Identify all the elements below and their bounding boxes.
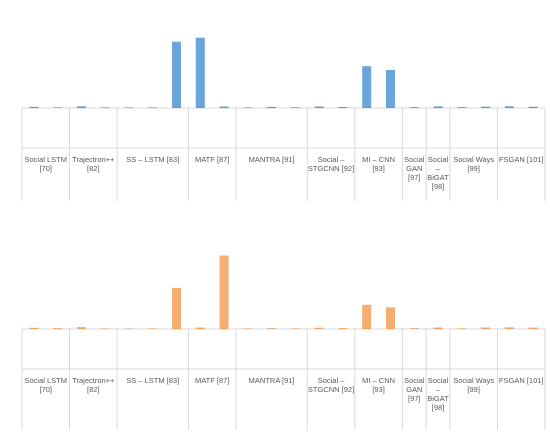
bar <box>528 327 538 329</box>
bar <box>481 327 491 329</box>
bar <box>124 107 134 108</box>
bar <box>124 328 134 329</box>
group-label: Social GAN [97] <box>404 376 425 403</box>
bar <box>385 307 395 329</box>
group-label: SS – LSTM [83] <box>126 376 179 385</box>
group-label: Social – STGCNN [92] <box>308 376 354 394</box>
group-label: Social LSTM [70] <box>25 155 68 173</box>
bar <box>267 328 277 329</box>
bar <box>504 327 514 329</box>
bar <box>457 328 467 329</box>
group-label: Social Ways [99] <box>453 155 494 173</box>
bar <box>528 106 538 108</box>
group-label: Social – STGCNN [92] <box>308 155 354 173</box>
bar <box>53 328 63 329</box>
bar <box>172 287 182 329</box>
bar <box>267 106 277 108</box>
group-label: Trajectron++ [82] <box>72 376 115 394</box>
group-label: SS – LSTM [83] <box>126 155 179 164</box>
bar <box>433 106 443 108</box>
bar <box>195 327 205 329</box>
bar <box>53 107 63 108</box>
group-label: MATF [87] <box>195 376 229 385</box>
bar <box>338 328 348 329</box>
bar <box>29 106 39 108</box>
bar <box>409 328 419 329</box>
bar <box>195 37 205 108</box>
bar <box>504 106 514 108</box>
bar <box>362 304 372 329</box>
bar <box>481 106 491 108</box>
bar <box>338 106 348 108</box>
group-label: Social LSTM [70] <box>25 376 68 394</box>
group-label: MI – CNN [93] <box>362 376 395 394</box>
bar <box>362 66 372 108</box>
bar <box>219 255 229 329</box>
bar <box>100 107 110 108</box>
bar <box>385 69 395 108</box>
bar <box>433 327 443 329</box>
bar <box>148 107 158 108</box>
group-label: FSGAN [101] <box>499 155 544 164</box>
bar <box>314 106 324 108</box>
group-label: MATF [87] <box>195 155 229 164</box>
group-label: Social Ways [99] <box>453 376 494 394</box>
bar <box>219 106 229 108</box>
bar <box>29 327 39 329</box>
bar <box>172 41 182 108</box>
bar <box>409 107 419 108</box>
bar <box>314 327 324 329</box>
bar <box>243 328 253 329</box>
bar <box>457 107 467 108</box>
group-label: MANTRA [91] <box>249 376 295 385</box>
bar <box>100 328 110 329</box>
group-label: Trajectron++ [82] <box>72 155 115 173</box>
group-label: MI – CNN [93] <box>362 155 395 173</box>
bar <box>148 328 158 329</box>
group-label: Social GAN [97] <box>404 155 425 182</box>
bar <box>243 107 253 108</box>
group-label: MANTRA [91] <box>249 155 295 164</box>
bar <box>76 106 86 108</box>
bar <box>290 107 300 108</box>
group-label: Social – BiGAT [98] <box>427 376 449 412</box>
group-label: Social – BiGAT [98] <box>427 155 449 191</box>
bar <box>290 328 300 329</box>
bar <box>76 327 86 329</box>
group-label: FSGAN [101] <box>499 376 544 385</box>
